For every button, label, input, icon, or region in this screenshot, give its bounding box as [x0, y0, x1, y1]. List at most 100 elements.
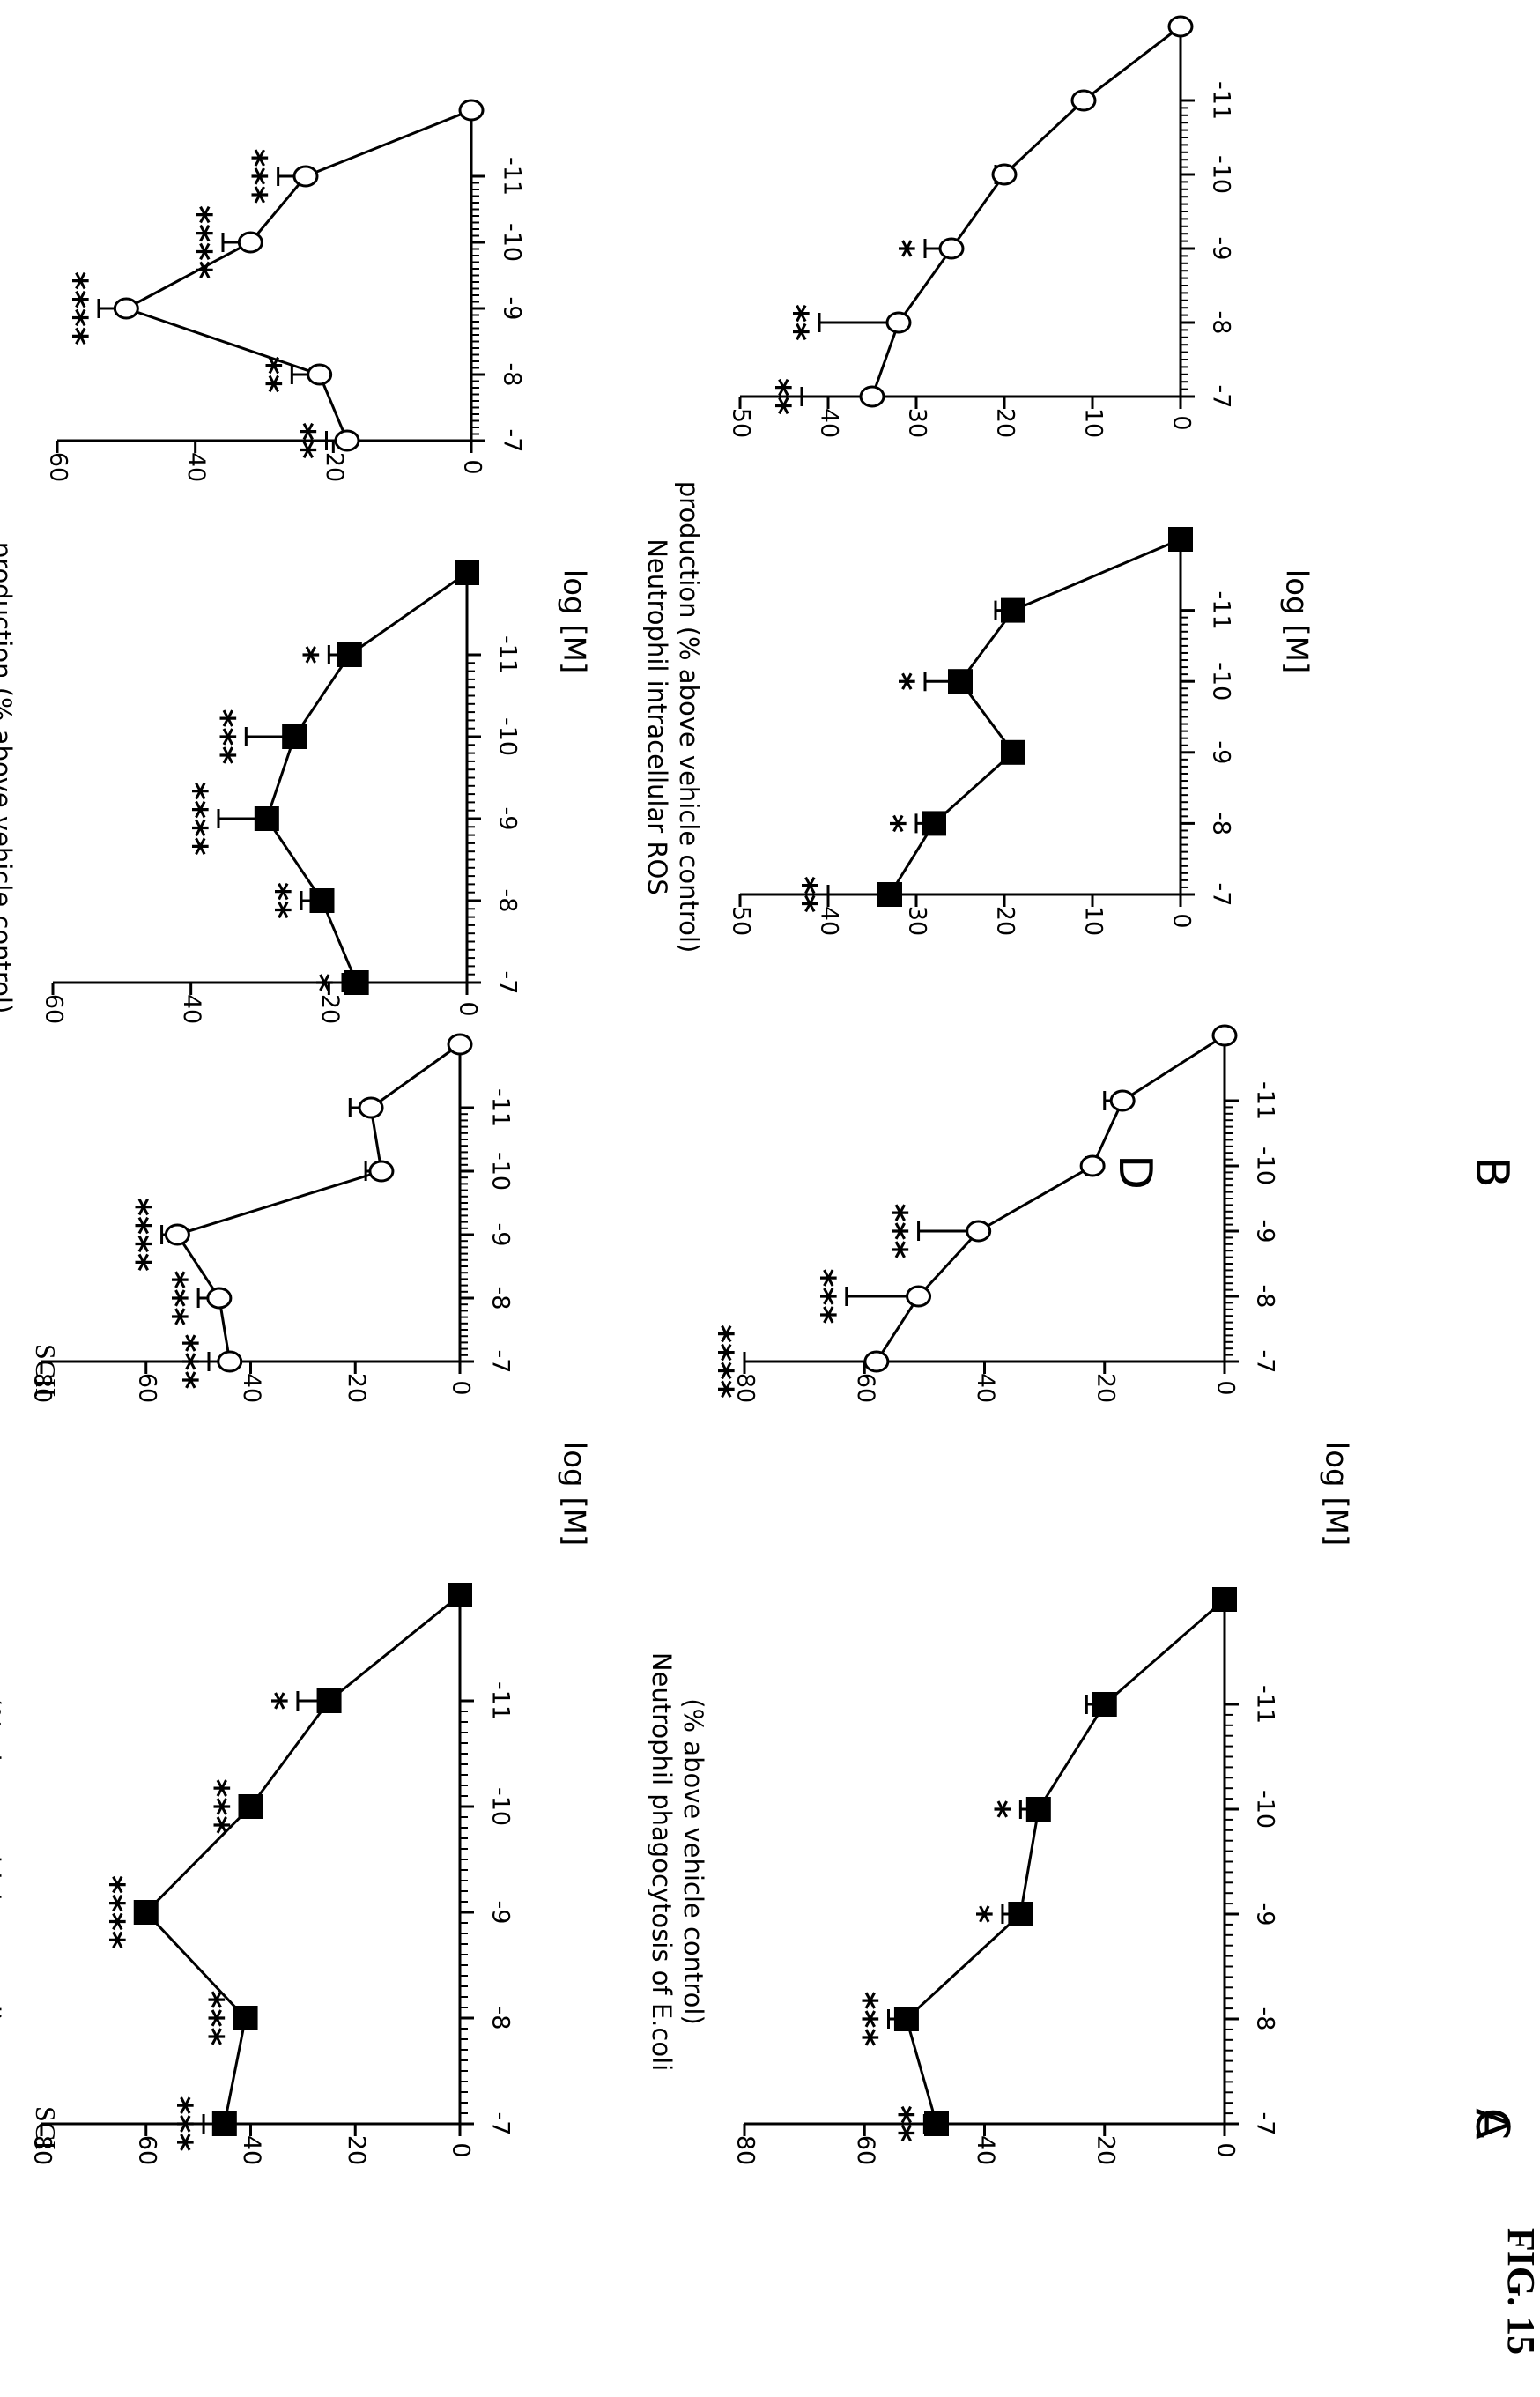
x-tick-label: -10: [1252, 1147, 1279, 1185]
y-tick-label: 80: [29, 2135, 56, 2165]
data-point: [233, 2006, 258, 2030]
x-tick-label: -10: [1252, 1790, 1279, 1829]
significance-label: ***: [196, 1779, 236, 1835]
data-point: [1212, 1587, 1237, 1612]
data-point: [1025, 1797, 1051, 1822]
significance-label: ***: [201, 709, 241, 765]
significance-label: *: [880, 672, 921, 691]
significance-label: ***: [159, 2096, 199, 2152]
y-tick-label: 10: [1080, 906, 1107, 936]
x-tick-label: -11: [1252, 1081, 1279, 1120]
x-tick-label: -10: [494, 717, 522, 756]
significance-label: **: [879, 2105, 920, 2142]
x-tick-label: -10: [487, 1152, 515, 1191]
y-tick-label: 40: [182, 452, 210, 482]
significance-label: **: [783, 876, 824, 913]
y-tick-label: 40: [178, 994, 205, 1024]
y-tick-label: 40: [972, 2135, 999, 2165]
data-point: [1001, 739, 1025, 765]
data-point: [217, 1350, 243, 1373]
y-tick-label: 0: [459, 459, 486, 474]
data-point: [938, 237, 965, 260]
figure-label: FIG. 15: [1499, 2228, 1540, 2355]
x-tick-label: -7: [1252, 2112, 1279, 2136]
chart-panel-2: -11-10-9-8-70204060***********BMacrophag…: [0, 542, 1518, 1188]
x-tick-label: -8: [499, 363, 526, 387]
y-tick-label: 50: [728, 906, 755, 936]
y-axis-label: Neutrophil intracellular ROS: [642, 538, 672, 895]
y-tick-label: 0: [1212, 2142, 1240, 2157]
data-point: [316, 1688, 342, 1713]
y-tick-label: 80: [732, 2135, 759, 2165]
significance-label: ****: [54, 271, 94, 345]
data-point: [1008, 1902, 1033, 1926]
series-line: [870, 25, 1181, 397]
series-line: [888, 538, 1181, 895]
significance-label: ****: [91, 1875, 131, 1949]
x-axis-label: log [M]: [557, 1442, 592, 1547]
chart-subtitle: SCII: [30, 1344, 62, 1397]
x-tick-label: -9: [1252, 1903, 1279, 1926]
x-tick-label: -9: [487, 1223, 515, 1247]
x-tick-label: -10: [1208, 662, 1235, 701]
data-point: [922, 811, 946, 836]
x-tick-label: -11: [1208, 81, 1235, 120]
data-point: [991, 163, 1018, 186]
data-point: [906, 1285, 932, 1308]
significance-label: ***: [164, 1334, 204, 1390]
x-tick-label: -8: [1208, 311, 1235, 335]
y-tick-label: 40: [238, 2135, 265, 2165]
data-point: [1109, 1089, 1136, 1112]
x-tick-label: -10: [487, 1787, 515, 1826]
data-point: [307, 363, 333, 386]
y-tick-label: 0: [1212, 1380, 1240, 1395]
y-tick-label: 20: [992, 408, 1019, 438]
data-point: [113, 297, 139, 320]
y-tick-label: 0: [1168, 415, 1196, 430]
data-point: [206, 1287, 233, 1310]
y-axis-label: (% above vehicle control): [678, 1698, 708, 2025]
y-axis-label: Neutrophil phagocytosis of E.coli: [647, 1652, 677, 2071]
x-tick-label: -10: [499, 223, 526, 262]
data-point: [966, 1220, 992, 1243]
x-tick-label: -7: [1252, 1350, 1279, 1374]
x-tick-label: -7: [494, 971, 522, 995]
x-tick-label: -8: [494, 889, 522, 913]
data-point: [1092, 1692, 1117, 1717]
x-axis-label: log [M]: [1319, 1442, 1354, 1547]
chart-panel-0: -11-10-9-8-7020406080**************SCIAM…: [0, 1583, 1518, 2165]
y-tick-label: 60: [133, 1373, 160, 1403]
y-tick-label: 0: [448, 1380, 475, 1395]
x-tick-label: -7: [499, 429, 526, 453]
significance-label: *: [871, 814, 912, 833]
panel-label: B: [1465, 1156, 1518, 1188]
y-tick-label: 20: [316, 994, 344, 1024]
series-line: [144, 1593, 461, 2125]
x-tick-label: -11: [1208, 591, 1235, 630]
x-tick-label: -9: [499, 297, 526, 321]
significance-label: **: [774, 304, 815, 341]
data-point: [211, 2111, 237, 2136]
x-tick-label: -7: [487, 1350, 515, 1374]
data-point: [1079, 1154, 1106, 1177]
significance-label: ***: [153, 1271, 194, 1326]
x-axis-label: log [M]: [1279, 569, 1314, 674]
series-line: [875, 1034, 1225, 1362]
significance-label: *: [958, 1905, 998, 1924]
x-tick-label: -7: [1208, 385, 1235, 409]
x-axis-label: log [M]: [557, 569, 592, 674]
significance-label: *: [253, 1692, 293, 1711]
data-point: [455, 560, 479, 585]
data-point: [448, 1583, 472, 1607]
data-point: [337, 642, 362, 667]
significance-label: *: [298, 974, 338, 992]
x-tick-label: -8: [1252, 1285, 1279, 1309]
x-tick-label: -9: [487, 1901, 515, 1925]
data-point: [1211, 1024, 1238, 1047]
x-tick-label: -8: [487, 2007, 515, 2030]
y-tick-label: 60: [45, 452, 72, 482]
y-tick-label: 60: [852, 1373, 879, 1403]
data-point: [133, 1900, 159, 1925]
